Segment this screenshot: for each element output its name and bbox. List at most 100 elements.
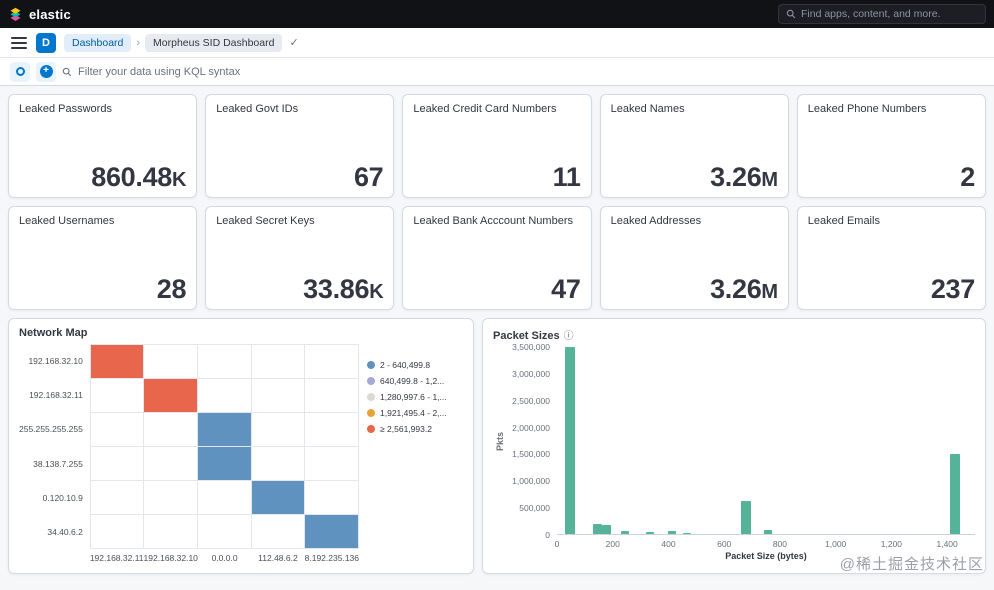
unified-search-bar: +	[0, 58, 994, 86]
elastic-logo-icon	[10, 7, 21, 21]
breadcrumb-dashboard[interactable]: Dashboard	[64, 33, 132, 52]
network-map-panel: Network Map 192.168.32.10 192.168.32.11 25…	[8, 318, 474, 574]
heatmap-legend: 2 - 640,499.8 640,499.8 - 1,2... 1,280,997…	[367, 344, 463, 565]
packet-size-bar[interactable]	[950, 453, 961, 534]
heatmap-x-label: 0.0.0.0	[211, 553, 238, 563]
y-axis-title: Pkts	[495, 431, 505, 451]
kql-input[interactable]	[78, 65, 984, 78]
x-tick-label: 0	[554, 539, 560, 549]
packet-size-bar[interactable]	[763, 530, 773, 534]
metric-title: Leaked Emails	[807, 215, 880, 227]
metric-title: Leaked Names	[610, 103, 685, 115]
legend-item[interactable]: 640,499.8 - 1,2...	[367, 376, 463, 386]
metric-title: Leaked Usernames	[19, 215, 115, 227]
info-icon[interactable]: ⓘ	[563, 331, 574, 342]
global-search-input[interactable]	[801, 8, 978, 20]
legend-item[interactable]: 1,280,997.6 - 1,...	[367, 392, 463, 402]
heatmap-cell	[144, 345, 199, 379]
heatmap-cell	[144, 481, 199, 515]
heatmap-cell[interactable]	[251, 481, 306, 515]
heatmap-cell	[144, 447, 199, 481]
packet-size-bar[interactable]	[602, 525, 611, 534]
legend-item[interactable]: ≥ 2,561,993.2	[367, 424, 463, 434]
metric-title: Leaked Phone Numbers	[807, 103, 927, 115]
packet-size-bar[interactable]	[593, 524, 602, 534]
heatmap-x-label: 112.48.6.2	[258, 553, 298, 563]
heatmap-y-axis: 192.168.32.10 192.168.32.11 255.255.255.25…	[19, 344, 90, 549]
metric-panel-leaked-secret-keys: Leaked Secret Keys 33.86K	[205, 206, 395, 310]
heatmap-grid	[89, 344, 359, 549]
heatmap-cell	[90, 413, 145, 447]
saved-query-menu-button[interactable]	[10, 61, 30, 82]
metric-value: 11	[552, 162, 581, 192]
check-icon[interactable]: ✓	[289, 37, 299, 49]
legend-label: 1,921,495.4 - 2,...	[380, 408, 447, 418]
legend-item[interactable]: 2 - 640,499.8	[367, 360, 463, 370]
legend-item[interactable]: 1,921,495.4 - 2,...	[367, 408, 463, 418]
packet-size-bar[interactable]	[645, 532, 654, 534]
heatmap-y-label: 34.40.6.2	[47, 526, 83, 537]
metric-panel-leaked-passwords: Leaked Passwords 860.48K	[8, 94, 198, 198]
heatmap-cell	[90, 481, 145, 515]
metric-value: 67	[353, 162, 384, 192]
metric-value: 3.26M	[710, 162, 778, 192]
heatmap-cell[interactable]	[198, 413, 252, 447]
packet-size-bar[interactable]	[682, 532, 692, 534]
metric-title: Leaked Addresses	[610, 215, 702, 227]
legend-dot-icon	[367, 425, 375, 433]
y-tick-label: 2,000,000	[512, 422, 550, 433]
bar-plot	[557, 347, 975, 535]
metric-title: Leaked Govt IDs	[216, 103, 299, 115]
metric-title: Leaked Secret Keys	[216, 215, 315, 227]
metric-value: 28	[156, 274, 187, 304]
heatmap-cell[interactable]	[90, 345, 145, 379]
heatmap-cell	[251, 515, 306, 549]
x-tick-label: 800	[772, 539, 788, 549]
x-tick-label: 400	[661, 539, 676, 549]
metric-row: Leaked Passwords 860.48K Leaked Govt IDs…	[8, 94, 986, 310]
y-tick-label: 500,000	[519, 503, 550, 514]
ring-icon	[15, 67, 25, 76]
heatmap-cell	[305, 481, 359, 515]
x-tick-label: 200	[605, 539, 620, 549]
top-nav: elastic	[0, 0, 994, 28]
menu-button[interactable]	[10, 35, 28, 51]
metric-value: 3.26M	[710, 274, 778, 304]
y-tick-label: 0	[545, 530, 550, 540]
breadcrumb-current[interactable]: Morpheus SID Dashboard	[145, 33, 283, 52]
metric-title: Leaked Bank Acccount Numbers	[413, 215, 573, 227]
heatmap-cell[interactable]	[305, 515, 359, 549]
panel-title: Network Map	[19, 327, 88, 339]
bar-chart: Pkts 0 500,000 1,000,000 1,500,000 2,000,000…	[493, 342, 975, 565]
y-tick-label: 1,000,000	[512, 476, 550, 487]
x-tick-label: 1,200	[880, 539, 903, 549]
packet-sizes-panel: Packet Sizes ⓘ Pkts 0 500,000 1,000,000 1,50…	[482, 318, 986, 574]
elastic-home-link[interactable]: elastic	[8, 7, 71, 22]
metric-panel-leaked-names: Leaked Names 3.26M	[599, 94, 789, 198]
packet-size-bar[interactable]	[620, 530, 629, 534]
chevron-right-icon: ›	[136, 36, 141, 49]
packet-size-bar[interactable]	[740, 500, 751, 534]
heatmap-x-axis: 192.168.32.11 192.168.32.10 0.0.0.0 112.48.…	[90, 549, 359, 565]
global-search[interactable]	[778, 4, 986, 24]
kql-search-icon	[62, 67, 72, 76]
kql-query-bar[interactable]	[62, 65, 984, 78]
metric-value: 860.48K	[91, 162, 187, 192]
dashboard-app-badge[interactable]: D	[36, 32, 56, 53]
y-axis-ticks: 0 500,000 1,000,000 1,500,000 2,000,000 2,500…	[507, 342, 557, 540]
heatmap: 192.168.32.10 192.168.32.11 255.255.255.25…	[19, 344, 463, 565]
x-axis-ticks: 0 200 400 600 800 1,000 1,200 1,400	[554, 535, 975, 551]
brand-name: elastic	[29, 6, 71, 22]
add-filter-button[interactable]: +	[36, 61, 56, 82]
metric-value: 33.86K	[303, 274, 384, 304]
metric-panel-leaked-credit-cards: Leaked Credit Card Numbers 11	[402, 94, 592, 198]
metric-value: 2	[960, 162, 975, 192]
metric-panel-leaked-addresses: Leaked Addresses 3.26M	[599, 206, 789, 310]
packet-size-bar[interactable]	[667, 531, 677, 534]
packet-size-bar[interactable]	[565, 347, 576, 534]
y-tick-label: 3,000,000	[512, 368, 550, 379]
heatmap-cell[interactable]	[198, 447, 252, 481]
heatmap-cell	[305, 379, 359, 413]
heatmap-cell[interactable]	[144, 379, 199, 413]
x-tick-label: 1,400	[936, 539, 958, 549]
